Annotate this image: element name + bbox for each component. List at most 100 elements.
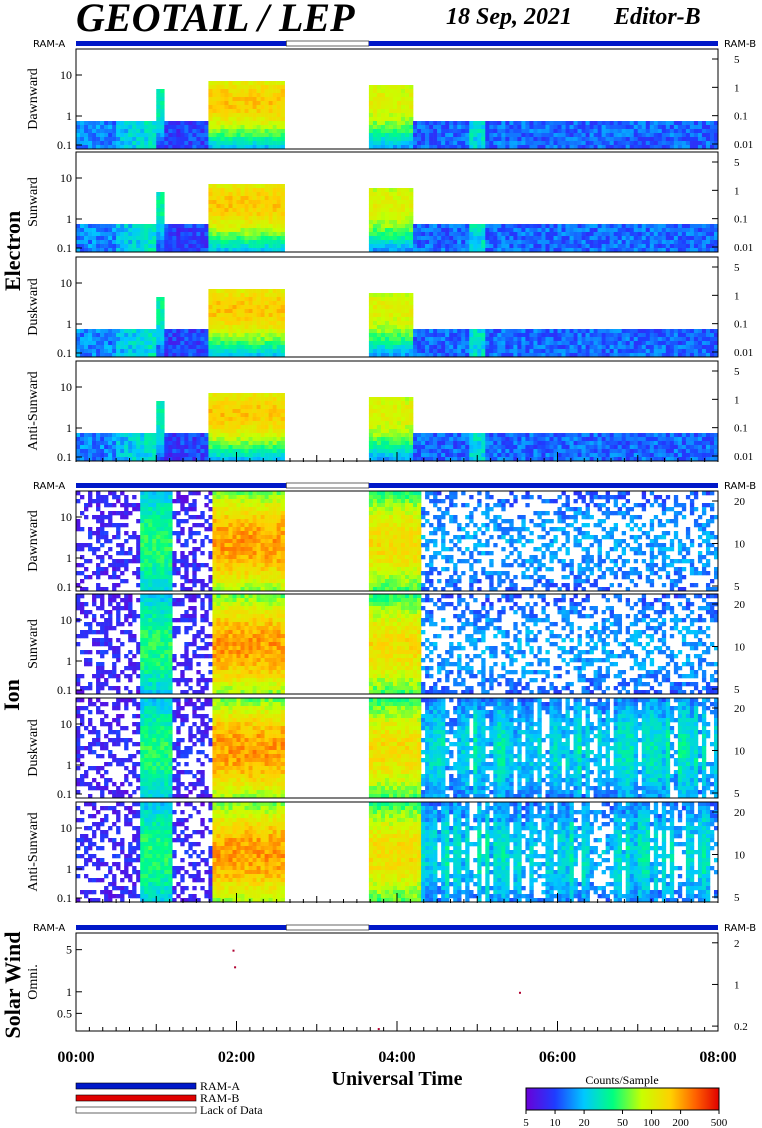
spectrogram-cell	[565, 240, 570, 245]
spectrogram-cell	[204, 125, 209, 130]
spectrogram-cell	[437, 345, 442, 350]
spectrogram-cell	[481, 129, 486, 134]
spectrogram-cell	[236, 341, 241, 346]
spectrogram-cell	[485, 449, 490, 454]
spectrogram-cell	[116, 137, 121, 142]
spectrogram-cell	[140, 236, 145, 241]
spectrogram-cell	[88, 457, 93, 462]
spectrogram-cell	[76, 121, 81, 126]
spectrogram-cell	[401, 200, 406, 205]
spectrogram-cell	[649, 244, 655, 249]
spectrogram-cell	[80, 248, 85, 253]
spectrogram-cell	[441, 437, 446, 442]
spectrogram-cell	[252, 141, 257, 146]
spectrogram-cell	[264, 329, 269, 334]
spectrogram-cell	[409, 117, 414, 122]
spectrogram-cell	[368, 317, 374, 322]
spectrogram-cell	[388, 317, 394, 322]
spectrogram-cell	[405, 101, 410, 106]
spectrogram-cell	[240, 133, 245, 138]
spectrogram-cell	[713, 129, 719, 134]
spectrogram-cell	[264, 200, 269, 205]
spectrogram-cell	[160, 453, 165, 458]
spectrogram-cell	[645, 133, 651, 138]
spectrogram-cell	[392, 188, 398, 193]
spectrogram-cell	[549, 125, 554, 130]
spectrogram-cell	[216, 125, 221, 130]
spectrogram-cell	[421, 248, 426, 253]
spectrogram-cell	[236, 413, 241, 418]
spectrogram-cell	[405, 449, 410, 454]
spectrogram-cell	[673, 232, 679, 237]
spectrogram-cell	[212, 341, 217, 346]
spectrogram-cell	[697, 129, 703, 134]
spectrogram-cell	[272, 220, 277, 225]
spectrogram-cell	[465, 121, 470, 126]
spectrogram-cell	[232, 321, 237, 326]
spectrogram-cell	[236, 337, 241, 342]
spectrogram-cell	[392, 228, 398, 233]
spectrogram-cell	[561, 437, 566, 442]
spectrogram-cell	[641, 240, 647, 245]
spectrogram-cell	[693, 333, 699, 338]
spectrogram-cell	[276, 425, 281, 430]
spectrogram-cell	[156, 317, 161, 322]
spectrogram-cell	[192, 145, 197, 150]
spectrogram-cell	[461, 129, 466, 134]
spectrogram-cell	[621, 345, 627, 350]
spectrogram-cell	[441, 433, 446, 438]
spectrogram-cell	[376, 129, 382, 134]
spectrogram-cell	[120, 441, 125, 446]
spectrogram-cell	[264, 293, 269, 298]
spectrogram-cell	[240, 244, 245, 249]
spectrogram-cell	[605, 449, 610, 454]
spectrogram-cell	[453, 240, 458, 245]
spectrogram-cell	[236, 445, 241, 450]
spectrogram-cell	[120, 333, 125, 338]
spectrogram-cell	[152, 141, 157, 146]
spectrogram-cell	[236, 453, 241, 458]
spectrogram-cell	[541, 236, 546, 241]
spectrogram-cell	[232, 317, 237, 322]
spectrogram-cell	[188, 232, 193, 237]
spectrogram-cell	[513, 345, 518, 350]
spectrogram-cell	[545, 121, 550, 126]
spectrogram-cell	[280, 429, 285, 434]
spectrogram-cell	[441, 228, 446, 233]
spectrogram-cell	[264, 341, 269, 346]
spectrogram-cell	[693, 224, 699, 229]
spectrogram-cell	[208, 437, 213, 442]
spectrogram-cell	[248, 244, 253, 249]
spectrogram-cell	[92, 457, 97, 462]
spectrogram-cell	[156, 313, 161, 318]
spectrogram-cell	[220, 228, 225, 233]
spectrogram-cell	[433, 244, 438, 249]
spectrogram-cell	[376, 105, 382, 110]
spectrogram-cell	[216, 445, 221, 450]
spectrogram-cell	[168, 145, 173, 150]
spectrogram-cell	[437, 236, 442, 241]
spectrogram-cell	[220, 329, 225, 334]
spectrogram-cell	[384, 121, 390, 126]
spectrogram-cell	[457, 353, 462, 358]
spectrogram-cell	[469, 349, 474, 354]
spectrogram-cell	[493, 224, 498, 229]
spectrogram-cell	[108, 353, 113, 358]
spectrogram-cell	[585, 441, 590, 446]
spectrogram-cell	[533, 137, 538, 142]
spectrogram-cell	[220, 101, 225, 106]
spectrogram-cell	[453, 333, 458, 338]
spectrogram-cell	[445, 121, 450, 126]
spectrogram-cell	[569, 121, 574, 126]
spectrogram-cell	[120, 228, 125, 233]
spectrogram-cell	[505, 349, 510, 354]
spectrogram-cell	[681, 236, 687, 241]
spectrogram-cell	[192, 353, 197, 358]
spectrogram-cell	[497, 341, 502, 346]
spectrogram-cell	[76, 453, 81, 458]
spectrogram-cell	[164, 236, 169, 241]
spectrogram-cell	[224, 289, 229, 294]
spectrogram-cell	[368, 413, 374, 418]
spectrogram-cell	[613, 333, 618, 338]
spectrogram-cell	[537, 457, 542, 462]
